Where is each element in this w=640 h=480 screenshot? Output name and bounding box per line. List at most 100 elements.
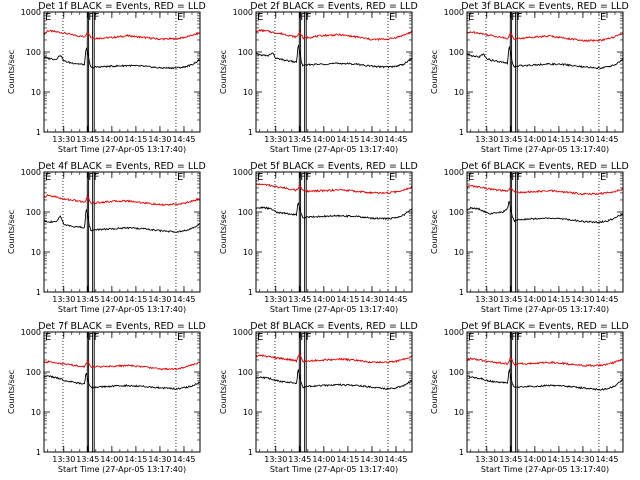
y-tick-label: 1 (459, 288, 464, 297)
x-tick-label: 14:15 (124, 295, 147, 304)
y-tick-label: 1000 (21, 328, 41, 337)
x-tick-label: 13:45 (288, 295, 311, 304)
series-line-events (255, 44, 413, 69)
y-tick-label: 1000 (233, 168, 253, 177)
x-tick-label: 14:45 (172, 455, 195, 464)
x-axis-label: Start Time (27-Apr-05 13:17:40) (58, 465, 186, 474)
x-tick-label: 13:30 (475, 135, 498, 144)
marker-label: F (300, 172, 306, 183)
x-tick-label: 14:15 (124, 135, 147, 144)
plot-frame (255, 331, 413, 453)
x-tick-label: 14:00 (523, 455, 546, 464)
plot-frame (255, 171, 413, 293)
y-tick-label: 1000 (444, 8, 464, 17)
series-line-events (255, 202, 413, 221)
x-tick-label: 13:30 (475, 455, 498, 464)
marker-label: F (511, 172, 517, 183)
marker-label: E (177, 12, 183, 23)
x-tick-label: 14:45 (384, 455, 407, 464)
series-line-lld (255, 28, 413, 42)
x-tick-label: 14:45 (595, 455, 618, 464)
x-tick-label: 14:45 (172, 295, 195, 304)
y-tick-label: 1000 (444, 328, 464, 337)
y-tick-label: 10 (31, 248, 41, 257)
y-tick-label: 100 (238, 48, 253, 57)
marker-label: F (511, 12, 517, 23)
chart-title: Det 5f BLACK = Events, RED = LLD (250, 161, 418, 172)
y-tick-label: 10 (454, 408, 464, 417)
series-line-lld (255, 352, 413, 364)
x-tick-label: 14:00 (100, 295, 123, 304)
y-tick-label: 100 (238, 208, 253, 217)
marker-label: F (517, 12, 523, 23)
x-axis-label: Start Time (27-Apr-05 13:17:40) (270, 145, 398, 154)
marker-label: E (257, 332, 263, 343)
x-tick-label: 14:15 (547, 295, 570, 304)
y-tick-label: 10 (31, 88, 41, 97)
series-line-events (466, 201, 624, 225)
x-axis-label: Start Time (27-Apr-05 13:17:40) (481, 465, 609, 474)
marker-label: E (468, 12, 474, 23)
y-tick-label: 1000 (21, 168, 41, 177)
y-tick-label: 100 (26, 368, 41, 377)
x-tick-label: 13:45 (499, 295, 522, 304)
series-line-lld (43, 359, 201, 371)
chart-title: Det 6f BLACK = Events, RED = LLD (461, 161, 629, 172)
y-tick-label: 1 (36, 288, 41, 297)
marker-label: E (45, 12, 51, 23)
x-tick-label: 13:45 (499, 455, 522, 464)
x-tick-label: 14:00 (523, 135, 546, 144)
chart-title: Det 8f BLACK = Events, RED = LLD (250, 321, 418, 332)
marker-label: F (300, 12, 306, 23)
x-axis-label: Start Time (27-Apr-05 13:17:40) (481, 145, 609, 154)
marker-label: E (600, 12, 606, 23)
chart-title: Det 9f BLACK = Events, RED = LLD (461, 321, 629, 332)
y-tick-label: 100 (26, 48, 41, 57)
x-tick-label: 13:30 (52, 455, 75, 464)
x-tick-label: 13:45 (499, 135, 522, 144)
y-tick-label: 10 (243, 408, 253, 417)
chart-panel-8: Det 8f BLACK = Events, RED = LLD Counts/s… (219, 321, 418, 474)
marker-label: F (94, 12, 100, 23)
plot-frame (466, 331, 624, 453)
x-tick-label: 14:15 (124, 455, 147, 464)
chart-title: Det 7f BLACK = Events, RED = LLD (38, 321, 206, 332)
x-tick-label: 13:30 (475, 295, 498, 304)
plot-frame (466, 11, 624, 133)
plot-frame (43, 11, 201, 133)
y-axis-label: Counts/sec (7, 50, 16, 94)
x-tick-label: 14:00 (100, 455, 123, 464)
x-tick-label: 14:15 (547, 135, 570, 144)
y-tick-label: 1000 (21, 8, 41, 17)
x-axis-label: Start Time (27-Apr-05 13:17:40) (270, 465, 398, 474)
y-tick-label: 10 (243, 88, 253, 97)
chart-title: Det 4f BLACK = Events, RED = LLD (38, 161, 206, 172)
x-tick-label: 13:45 (288, 455, 311, 464)
y-tick-label: 10 (454, 88, 464, 97)
x-axis-label: Start Time (27-Apr-05 13:17:40) (481, 305, 609, 314)
marker-label: F (517, 332, 523, 343)
marker-label: F (88, 12, 94, 23)
y-tick-label: 100 (449, 368, 464, 377)
y-tick-label: 1000 (233, 328, 253, 337)
marker-label: E (389, 172, 395, 183)
plot-frame (466, 171, 624, 293)
marker-label: F (88, 172, 94, 183)
x-tick-label: 14:00 (312, 455, 335, 464)
x-tick-label: 14:30 (571, 135, 594, 144)
y-tick-label: 1 (459, 448, 464, 457)
chart-panel-3: Det 3f BLACK = Events, RED = LLD Counts/s… (430, 1, 629, 154)
x-tick-label: 14:30 (571, 455, 594, 464)
x-tick-label: 14:30 (571, 295, 594, 304)
y-tick-label: 10 (454, 248, 464, 257)
marker-label: E (600, 172, 606, 183)
marker-label: E (389, 12, 395, 23)
y-tick-label: 100 (238, 368, 253, 377)
x-tick-label: 14:30 (360, 295, 383, 304)
x-tick-label: 13:30 (52, 135, 75, 144)
x-tick-label: 13:30 (264, 135, 287, 144)
x-tick-label: 14:30 (148, 135, 171, 144)
marker-label: E (468, 332, 474, 343)
marker-label: F (306, 332, 312, 343)
y-axis-label: Counts/sec (430, 50, 439, 94)
